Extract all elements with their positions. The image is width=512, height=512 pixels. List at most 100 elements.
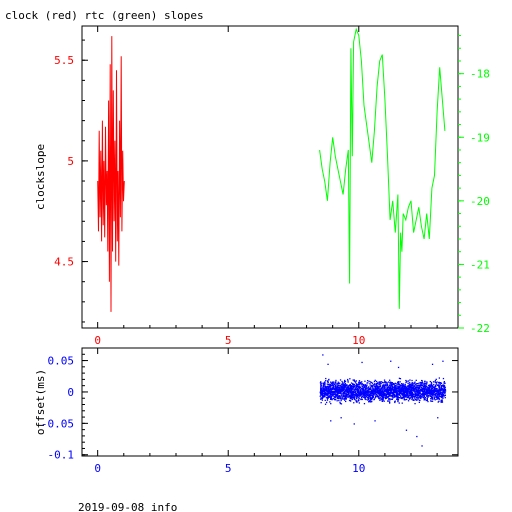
offset-point: [416, 387, 418, 389]
offset-point: [396, 397, 398, 399]
offset-point: [364, 396, 367, 398]
offset-point: [426, 381, 428, 383]
offset-point: [395, 390, 397, 392]
offset-point: [368, 391, 370, 393]
offset-point: [326, 396, 329, 399]
offset-point: [397, 393, 399, 395]
offset-point: [327, 393, 329, 395]
offset-point: [425, 388, 427, 390]
offset-point: [374, 383, 376, 385]
offset-point: [385, 388, 387, 391]
offset-point: [383, 384, 385, 386]
offset-point: [362, 394, 364, 396]
offset-point: [320, 391, 322, 394]
offset-point: [321, 397, 323, 399]
offset-point: [338, 395, 341, 397]
offset-point: [379, 391, 382, 393]
offset-point: [401, 383, 403, 386]
offset-point: [334, 396, 336, 398]
offset-point: [390, 392, 393, 394]
offset-point: [407, 385, 410, 387]
offset-point: [434, 399, 436, 401]
offset-point: [397, 387, 400, 389]
offset-point: [421, 384, 423, 387]
offset-point: [350, 393, 352, 396]
offset-point: [404, 394, 406, 396]
offset-point: [337, 396, 339, 398]
offset-point: [395, 383, 397, 385]
offset-point: [434, 379, 437, 382]
offset-point: [357, 390, 359, 392]
offset-point: [408, 393, 411, 395]
offset-point: [426, 392, 428, 394]
offset-point: [442, 397, 444, 399]
offset-point: [401, 397, 403, 400]
offset-point: [438, 388, 440, 390]
offset-point: [431, 391, 433, 393]
offset-point: [382, 399, 384, 401]
offset-point: [433, 396, 436, 398]
offset-point: [339, 396, 341, 398]
offset-point: [360, 390, 362, 392]
offset-point: [412, 387, 414, 389]
offset-point: [358, 396, 360, 398]
offset-point: [358, 382, 360, 385]
offset-point: [430, 398, 432, 400]
offset-point: [385, 389, 388, 391]
offset-point: [428, 390, 431, 393]
offset-point: [326, 401, 328, 404]
offset-point: [381, 400, 383, 402]
offset-point: [392, 396, 394, 398]
offset-point: [354, 381, 357, 383]
offset-point: [406, 390, 409, 392]
offset-point: [363, 403, 366, 405]
offset-point: [408, 389, 410, 391]
offset-point: [399, 397, 401, 399]
offset-point: [352, 393, 354, 395]
offset-point: [429, 384, 431, 386]
offset-point: [342, 397, 344, 400]
offset-point: [368, 386, 370, 388]
offset-point: [391, 396, 393, 398]
offset-point: [429, 391, 431, 393]
offset-point: [398, 383, 400, 385]
offset-point: [438, 392, 441, 394]
offset-point: [405, 396, 407, 398]
offset-point: [399, 392, 401, 395]
offset-point: [336, 393, 338, 395]
x-tick-label: 5: [225, 334, 232, 347]
offset-point: [419, 381, 421, 384]
offset-point: [389, 381, 391, 383]
offset-point: [432, 390, 434, 392]
offset-point: [322, 386, 324, 388]
offset-point: [340, 394, 342, 397]
offset-point: [408, 387, 410, 389]
offset-point: [421, 390, 423, 392]
offset-point: [375, 387, 377, 389]
offset-point: [417, 387, 419, 390]
offset-point: [364, 384, 366, 386]
offset-point: [338, 390, 340, 392]
offset-point: [334, 393, 336, 395]
offset-point: [358, 402, 360, 404]
offset-point: [437, 401, 439, 403]
offset-point: [362, 391, 364, 393]
offset-point: [368, 387, 371, 390]
offset-point: [325, 386, 327, 388]
offset-point: [351, 391, 353, 393]
offset-point: [348, 395, 350, 397]
offset-point: [348, 388, 350, 390]
offset-point: [358, 380, 361, 382]
y-tick-label: -0.05: [41, 417, 74, 430]
offset-point: [439, 393, 441, 395]
offset-point: [340, 403, 343, 405]
offset-point: [424, 386, 426, 388]
offset-point: [415, 387, 417, 389]
offset-point: [420, 388, 422, 390]
offset-point: [342, 392, 344, 394]
offset-point: [336, 383, 338, 385]
offset-point: [378, 387, 380, 389]
offset-point: [342, 393, 344, 395]
offset-point: [342, 388, 344, 390]
offset-point: [347, 388, 349, 391]
